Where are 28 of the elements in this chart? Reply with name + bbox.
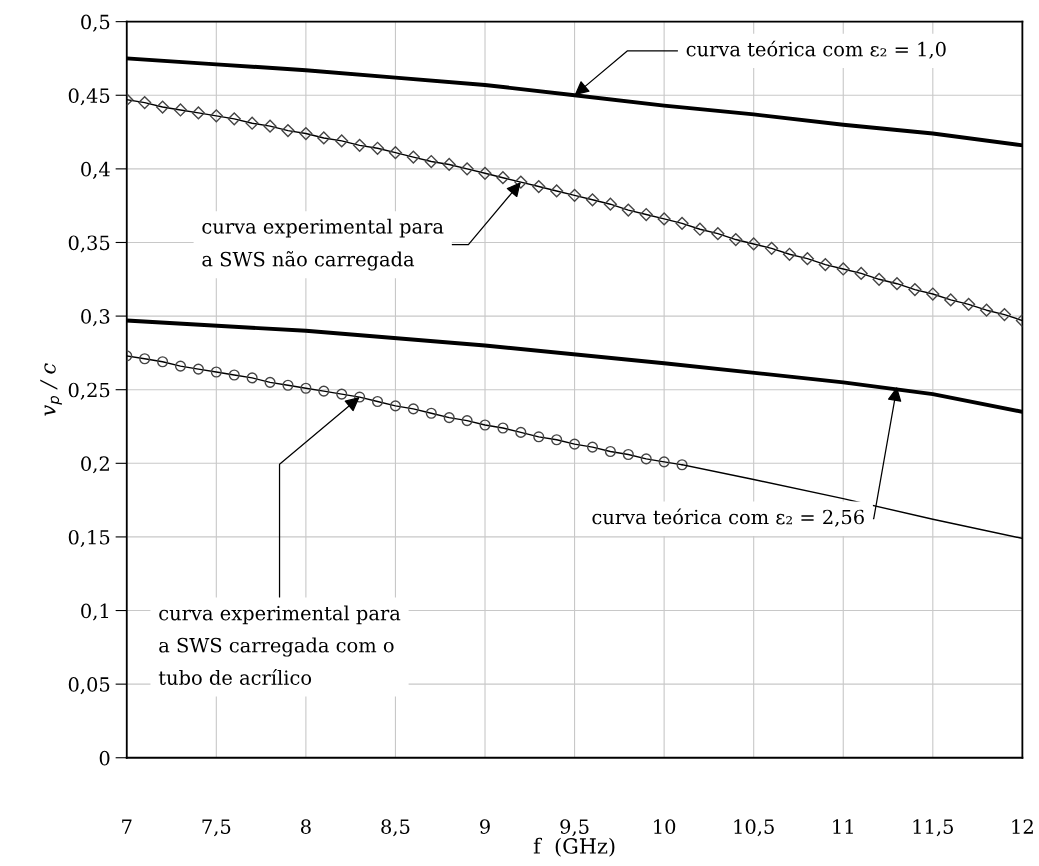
x-tick-label: 9,5	[560, 819, 589, 837]
x-tick-label: 10,5	[734, 819, 774, 837]
x-tick-label: 10	[654, 819, 676, 834]
x-tick-label: 7,5	[202, 819, 231, 837]
x-tick-label: 7	[122, 819, 132, 834]
annotation: curva teórica com ε₂ = 1,0	[686, 40, 946, 59]
y-tick-label: 0,2	[81, 456, 109, 474]
y-tick-label: 0	[99, 750, 110, 766]
y-tick-label: 0,3	[81, 309, 110, 327]
annotation: curva experimental para a SWS não carregada	[202, 218, 444, 271]
x-tick-label: 8,5	[381, 819, 410, 837]
y-tick-label: 0,1	[81, 603, 109, 621]
x-tick-label: 11,5	[913, 819, 953, 837]
x-tick-label: 9	[480, 819, 490, 834]
y-tick-label: 0,45	[68, 88, 110, 106]
x-tick-label: 12	[1012, 819, 1033, 834]
y-tick-label: 0,25	[68, 382, 110, 400]
y-tick-label: 0,5	[81, 14, 110, 32]
annotation: curva teórica com ε₂ = 2,56	[592, 508, 864, 527]
y-tick-label: 0,15	[68, 529, 110, 547]
y-tick-label: 0,4	[81, 161, 110, 179]
x-tick-label: 8	[301, 819, 311, 834]
y-tick-label: 0,35	[68, 235, 110, 253]
y-axis-title: v$_{p}$ / c	[40, 363, 62, 416]
x-tick-label: 11	[833, 819, 853, 834]
y-tick-label: 0,05	[68, 677, 110, 695]
x-axis-title: f (GHz)	[533, 837, 615, 857]
annotation: curva experimental para a SWS carregada com o tubo de acrílico	[158, 605, 401, 685]
